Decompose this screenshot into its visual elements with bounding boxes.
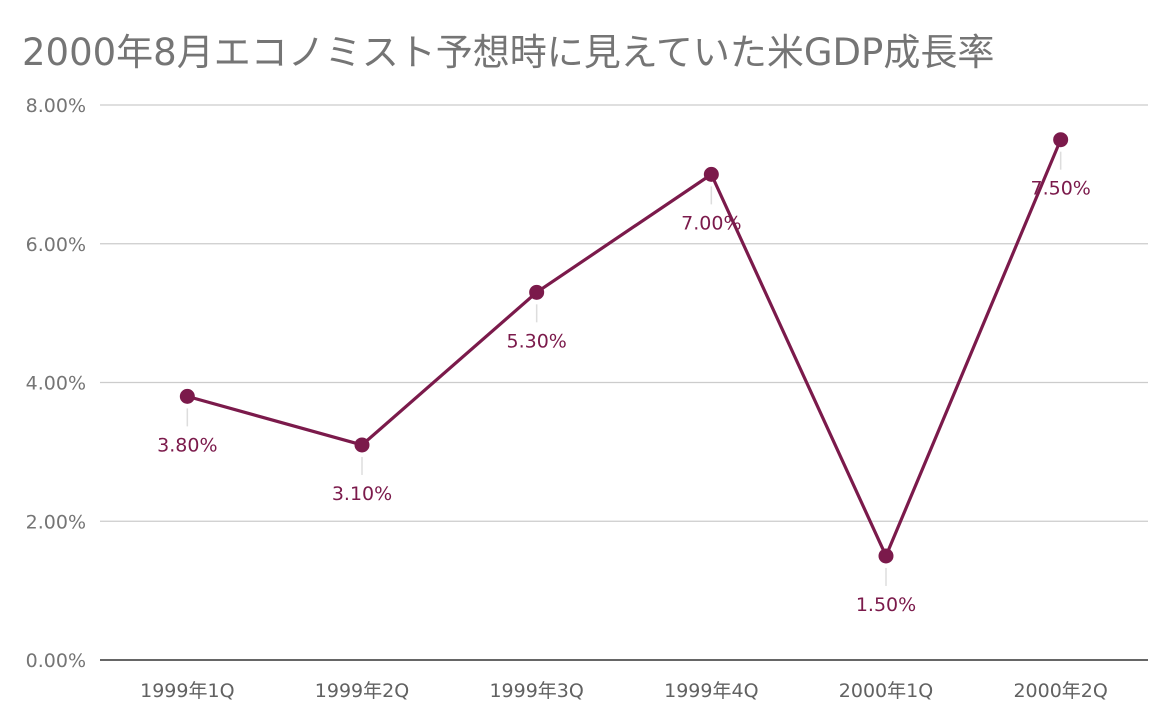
data-points: [179, 132, 1069, 564]
x-axis: 1999年1Q 1999年2Q 1999年3Q 1999年4Q 2000年1Q 2000年…: [100, 659, 1148, 702]
data-label: 3.10%: [332, 483, 392, 505]
data-point: [529, 284, 545, 300]
data-point: [354, 437, 370, 453]
label-leaders: [186, 151, 1062, 586]
x-tick-label: 2000年2Q: [1013, 680, 1107, 702]
series-line-group: [185, 138, 1063, 558]
y-tick-label: 0.00%: [26, 650, 86, 672]
y-tick-label: 6.00%: [26, 234, 86, 256]
data-point: [179, 388, 195, 404]
x-tick-label: 2000年1Q: [839, 680, 933, 702]
y-tick-label: 4.00%: [26, 373, 86, 395]
data-labels: 3.80% 3.10% 5.30% 7.00% 1.50% 7.50%: [157, 178, 1091, 616]
y-tick-label: 8.00%: [26, 95, 86, 117]
x-tick-label: 1999年4Q: [664, 680, 758, 702]
x-tick-label: 1999年3Q: [489, 680, 583, 702]
data-label: 5.30%: [506, 330, 566, 352]
data-label: 7.00%: [681, 212, 741, 234]
y-tick-label: 2.00%: [26, 511, 86, 533]
data-label: 7.50%: [1030, 178, 1090, 200]
data-label: 3.80%: [157, 434, 217, 456]
y-axis-ticks: 0.00% 2.00% 4.00% 6.00% 8.00%: [26, 95, 86, 672]
x-tick-label: 1999年1Q: [140, 680, 234, 702]
data-point: [878, 548, 894, 564]
series-line: [185, 138, 1063, 558]
x-tick-label: 1999年2Q: [315, 680, 409, 702]
data-label: 1.50%: [856, 594, 916, 616]
data-point: [1053, 132, 1069, 148]
chart-title: 2000年8月エコノミスト予想時に見えていた米GDP成長率: [22, 31, 995, 74]
data-point: [703, 166, 719, 182]
gridlines: [100, 104, 1148, 522]
